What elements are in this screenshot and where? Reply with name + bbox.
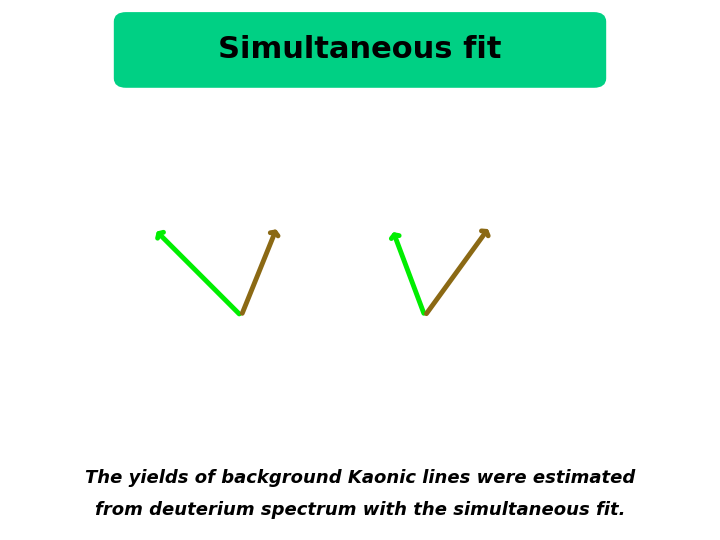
FancyBboxPatch shape xyxy=(115,14,605,86)
Text: from deuterium spectrum with the simultaneous fit.: from deuterium spectrum with the simulta… xyxy=(95,501,625,519)
Text: Simultaneous fit: Simultaneous fit xyxy=(218,36,502,64)
Text: The yields of background Kaonic lines were estimated: The yields of background Kaonic lines we… xyxy=(85,469,635,487)
